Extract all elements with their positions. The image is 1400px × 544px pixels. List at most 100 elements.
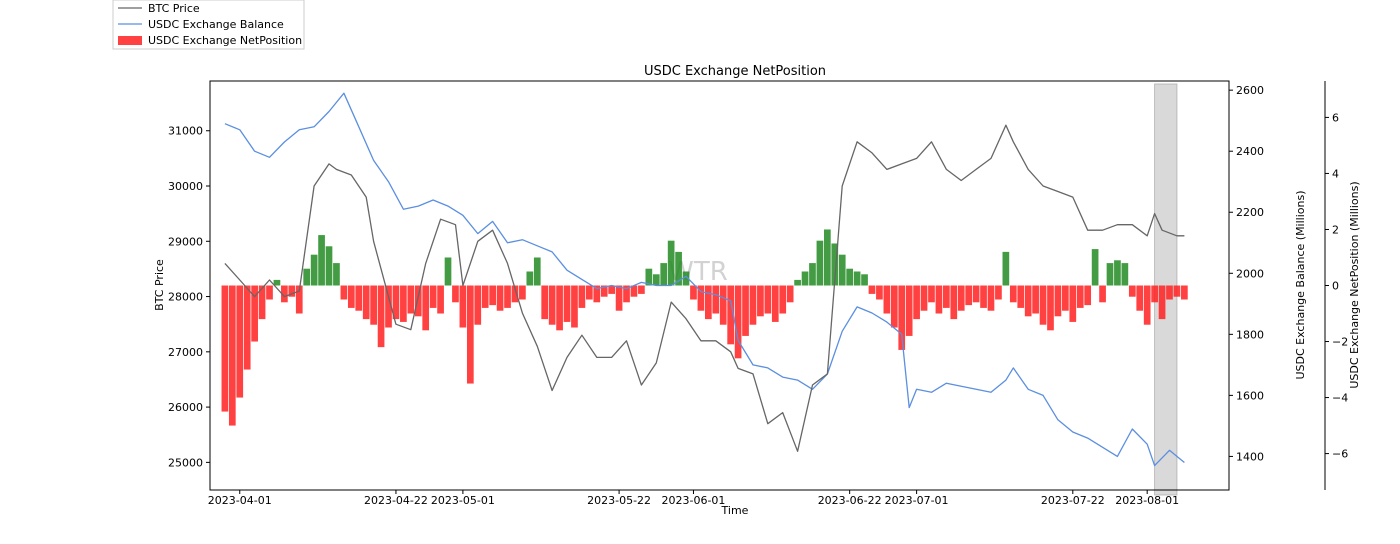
netposition-bar-73 [764, 285, 772, 314]
y-left-tick-label-2: 27000 [168, 346, 203, 359]
y-right2-tick-label-3: 0 [1332, 280, 1339, 293]
legend-label-usdc-netposition: USDC Exchange NetPosition [148, 34, 302, 47]
netposition-bar-127 [1166, 285, 1173, 300]
netposition-bar-107 [1017, 285, 1025, 308]
netposition-bar-44 [548, 285, 556, 325]
y-left-tick-label-3: 28000 [168, 291, 203, 304]
legend-frame [112, 0, 305, 50]
btc-price-line [224, 124, 1185, 452]
netposition-bar-114 [1069, 285, 1077, 322]
x-tick-label-3: 2023-05-22 [587, 494, 651, 507]
netposition-bar-47 [571, 285, 578, 328]
legend: BTC Price USDC Exchange Balance USDC Exc… [112, 0, 305, 50]
netposition-bar-112 [1054, 285, 1062, 317]
netposition-bar-66 [712, 285, 720, 314]
netposition-bar-20 [370, 285, 377, 325]
netposition-bar-88 [876, 285, 883, 300]
netposition-bar-36 [489, 285, 496, 306]
netposition-bar-101 [972, 285, 980, 303]
y-axis-label-btc-price: BTC Price [153, 259, 166, 311]
y-right1-tick-label-5: 2400 [1236, 145, 1264, 158]
netposition-bar-22 [385, 285, 392, 328]
x-tick-label-4: 2023-06-01 [661, 494, 725, 507]
netposition-bar-50 [593, 285, 601, 303]
y-axis-label-exchange-balance: USDC Exchange Balance (Millions) [1294, 190, 1307, 379]
netposition-bar-78 [801, 271, 809, 286]
netposition-bar-77 [794, 279, 801, 286]
netposition-bar-65 [704, 285, 712, 320]
netposition-bar-68 [727, 285, 735, 345]
netposition-bar-95 [928, 285, 935, 303]
netposition-bar-106 [1009, 285, 1017, 303]
x-tick-label-6: 2023-07-01 [885, 494, 949, 507]
plot-frame [209, 80, 1230, 491]
netposition-bar-124 [1143, 285, 1151, 325]
netposition-bar-89 [883, 285, 891, 314]
legend-swatch-usdc-netposition [118, 36, 142, 45]
netposition-bar-3 [243, 285, 251, 370]
netposition-bar-121 [1121, 263, 1129, 286]
netposition-bar-37 [496, 285, 504, 311]
netposition-bar-76 [786, 285, 794, 303]
netposition-bar-111 [1047, 285, 1054, 331]
netposition-bar-58 [652, 274, 660, 286]
y-right1-tick-label-1: 1600 [1236, 389, 1264, 402]
y-left-tick-label-4: 29000 [168, 235, 203, 248]
y-right2-tick-label-5: 4 [1332, 167, 1339, 180]
netposition-bar-86 [861, 274, 868, 286]
netposition-bar-35 [481, 285, 489, 308]
netposition-bar-11 [303, 268, 311, 286]
netposition-bar-83 [838, 254, 846, 286]
netposition-bar-129 [1181, 285, 1188, 300]
netposition-bar-43 [541, 285, 549, 320]
netposition-bar-123 [1136, 285, 1144, 311]
netposition-bar-118 [1099, 285, 1106, 303]
netposition-bar-51 [600, 285, 608, 297]
netposition-bar-52 [608, 285, 615, 294]
netposition-bar-96 [935, 285, 943, 314]
netposition-bar-32 [459, 285, 467, 328]
netposition-bar-39 [511, 285, 519, 303]
y-right2-tick-label-2: −2 [1332, 336, 1348, 349]
netposition-bar-87 [868, 285, 876, 294]
netposition-bar-84 [846, 268, 854, 286]
y-left-tick-label-0: 25000 [168, 456, 203, 469]
y-left-tick-label-1: 26000 [168, 401, 203, 414]
netposition-bar-48 [578, 285, 586, 308]
netposition-bar-72 [757, 285, 764, 317]
netposition-bar-7 [273, 279, 281, 286]
netposition-bar-69 [734, 285, 742, 359]
netposition-bar-98 [950, 285, 958, 320]
netposition-bar-64 [697, 285, 705, 311]
netposition-bar-4 [251, 285, 258, 342]
netposition-bar-15 [333, 263, 340, 286]
netposition-bar-59 [660, 263, 668, 286]
netposition-bar-38 [504, 285, 511, 308]
legend-label-usdc-balance: USDC Exchange Balance [148, 18, 284, 31]
netposition-bar-79 [809, 263, 816, 286]
netposition-bar-16 [340, 285, 348, 300]
netposition-bar-2 [236, 285, 244, 398]
plot-area: WTR [221, 83, 1188, 496]
netposition-bar-97 [943, 285, 950, 308]
netposition-bar-103 [987, 285, 995, 311]
netposition-bar-40 [519, 285, 526, 300]
netposition-bar-70 [742, 285, 749, 336]
netposition-bar-119 [1106, 263, 1114, 286]
netposition-bar-81 [824, 229, 831, 286]
x-tick-label-7: 2023-07-22 [1041, 494, 1105, 507]
netposition-bar-57 [645, 268, 653, 286]
netposition-bar-29 [437, 285, 444, 314]
netposition-bar-61 [675, 251, 682, 286]
netposition-bar-41 [526, 271, 534, 286]
y-right1-tick-label-0: 1400 [1236, 450, 1264, 463]
netposition-bar-108 [1024, 285, 1032, 317]
netposition-bar-117 [1091, 249, 1099, 286]
netposition-bar-91 [898, 285, 906, 350]
netposition-bar-55 [630, 285, 638, 297]
netposition-bar-18 [355, 285, 363, 311]
netposition-bar-42 [533, 257, 541, 286]
y-right2-tick-label-0: −6 [1332, 448, 1348, 461]
netposition-bar-120 [1114, 260, 1121, 286]
x-tick-label-1: 2023-04-22 [364, 494, 428, 507]
